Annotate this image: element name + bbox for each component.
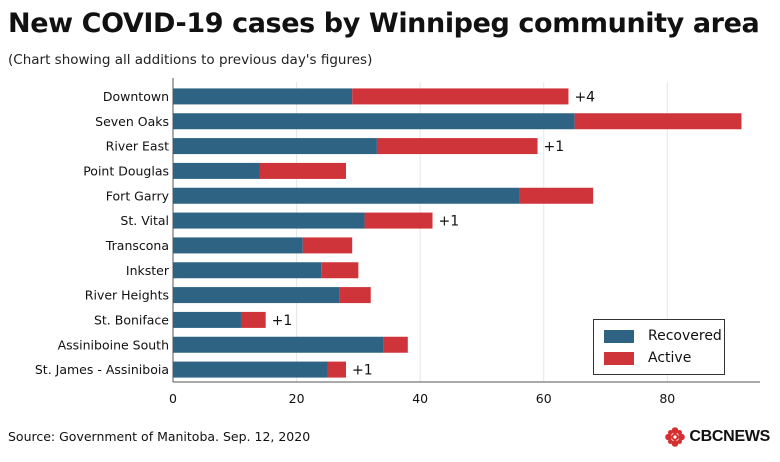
x-tick-label-0: 0 — [169, 391, 177, 406]
category-label: Assiniboine South — [58, 337, 169, 352]
category-label: St. Boniface — [94, 312, 169, 327]
chart-subtitle: (Chart showing all additions to previous… — [8, 52, 373, 68]
cbc-news-logo: CBCNEWS — [664, 426, 770, 448]
legend-label-active: Active — [648, 350, 692, 366]
bar-annotation: +1 — [439, 214, 460, 230]
legend-item-recovered: Recovered — [604, 328, 722, 344]
bar-active-5 — [364, 212, 433, 229]
bar-active-6 — [302, 237, 353, 254]
bar-active-0 — [352, 88, 569, 105]
chart-title: New COVID-19 cases by Winnipeg community… — [8, 8, 760, 39]
bar-annotation: +1 — [352, 363, 373, 379]
bar-annotation: +1 — [272, 313, 293, 329]
bar-active-2 — [376, 138, 538, 155]
x-tick-label-60: 60 — [536, 391, 552, 406]
category-label: St. James - Assiniboia — [35, 362, 169, 377]
category-label: Downtown — [103, 89, 169, 104]
bar-active-3 — [259, 162, 347, 179]
bar-recovered-7 — [173, 262, 322, 279]
bar-recovered-0 — [173, 88, 353, 105]
legend-swatch-active — [604, 351, 634, 365]
category-label: Point Douglas — [83, 163, 169, 178]
bar-recovered-2 — [173, 138, 377, 155]
bar-recovered-9 — [173, 311, 241, 328]
bar-active-8 — [339, 287, 371, 304]
x-tick-label-20: 20 — [289, 391, 305, 406]
x-tick-label-40: 40 — [412, 391, 428, 406]
legend-swatch-recovered — [604, 329, 634, 343]
category-label: St. Vital — [120, 213, 169, 228]
category-label: River Heights — [85, 288, 169, 303]
x-tick-label-80: 80 — [659, 391, 675, 406]
category-label: Seven Oaks — [95, 114, 169, 129]
category-label: Transcona — [105, 238, 169, 253]
bar-recovered-11 — [173, 361, 328, 378]
bar-active-1 — [574, 113, 742, 130]
bar-active-7 — [321, 262, 359, 279]
cbc-gem-logo-icon — [665, 427, 686, 447]
legend-item-active: Active — [604, 350, 691, 366]
bar-active-10 — [383, 336, 408, 353]
bar-recovered-6 — [173, 237, 303, 254]
bar-recovered-4 — [173, 187, 520, 204]
bar-recovered-1 — [173, 113, 575, 130]
bar-recovered-10 — [173, 336, 384, 353]
brand-name: CBCNEWS — [689, 428, 770, 445]
bar-active-9 — [240, 311, 266, 328]
bar-recovered-3 — [173, 162, 260, 179]
bar-annotation: +1 — [544, 139, 565, 155]
chart-legend: Recovered Active — [593, 319, 725, 375]
category-label: Inkster — [126, 263, 170, 278]
category-label: River East — [106, 139, 169, 154]
bar-recovered-5 — [173, 212, 365, 229]
category-label: Fort Garry — [106, 188, 170, 203]
bar-active-4 — [519, 187, 594, 204]
bar-active-11 — [327, 361, 347, 378]
bar-recovered-8 — [173, 287, 340, 304]
source-note: Source: Government of Manitoba. Sep. 12,… — [8, 429, 311, 444]
legend-label-recovered: Recovered — [648, 328, 722, 344]
bar-annotation: +4 — [574, 89, 595, 105]
